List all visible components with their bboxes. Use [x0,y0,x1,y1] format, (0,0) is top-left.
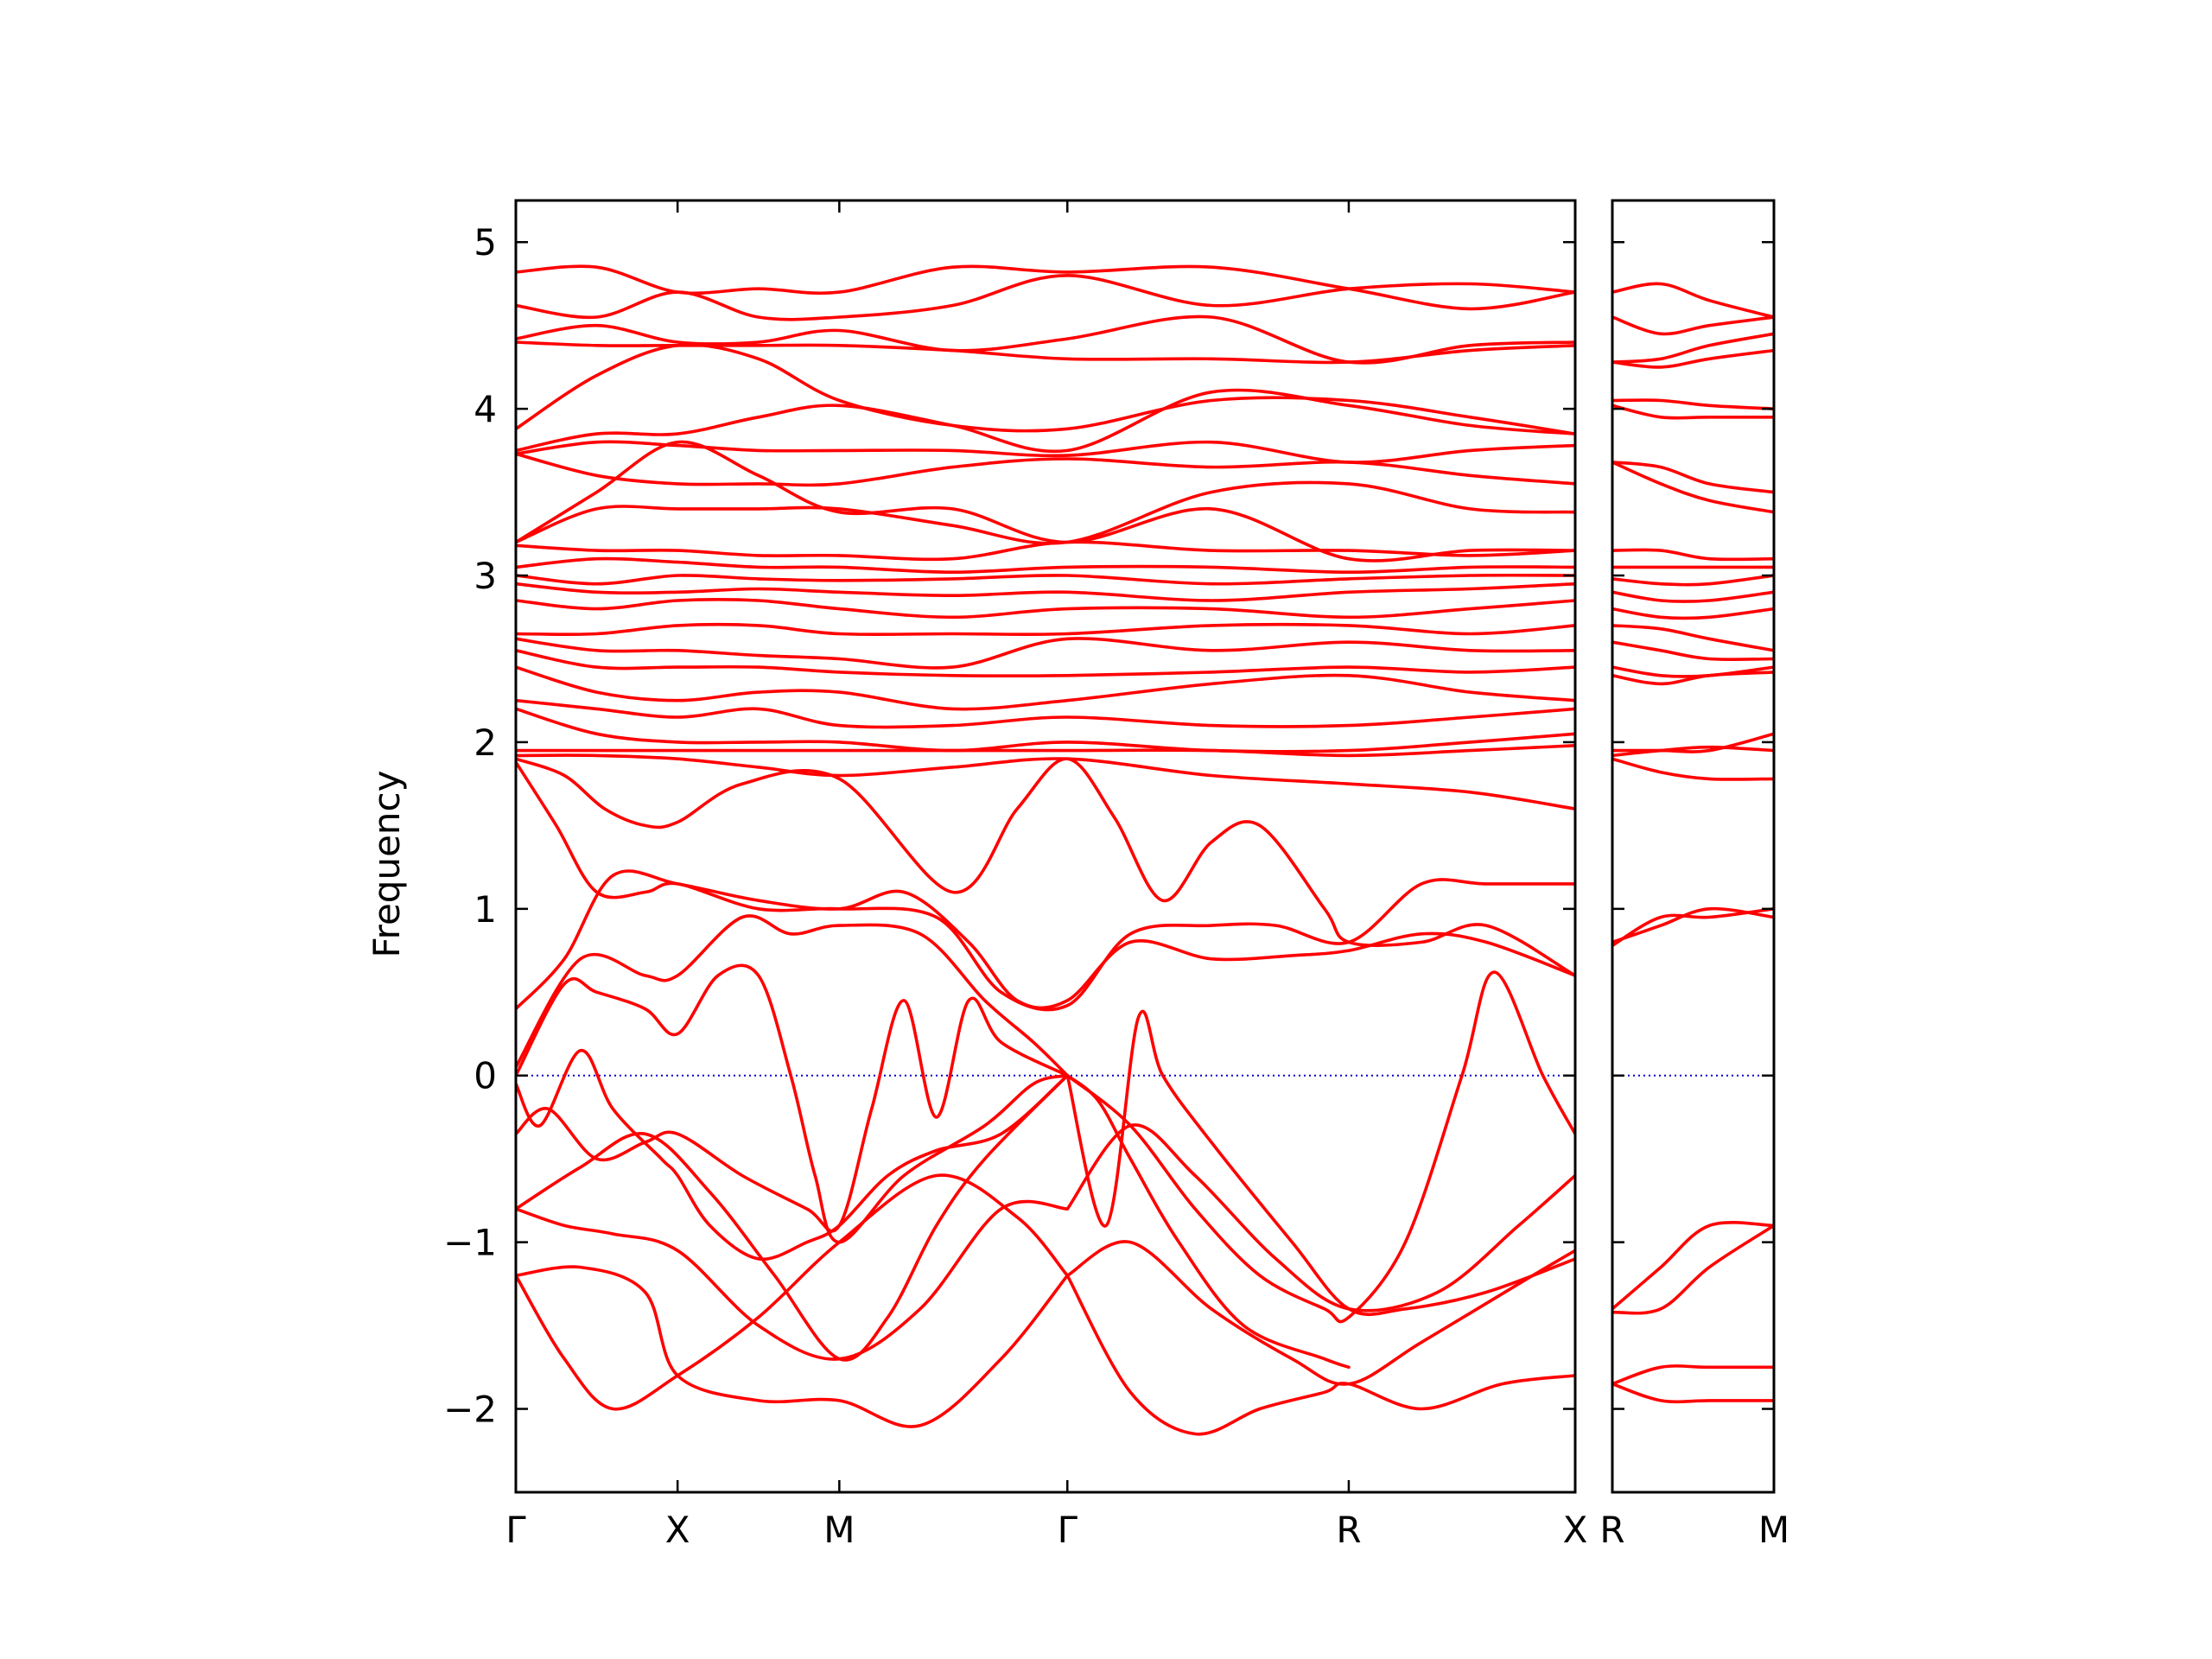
band-line-24 [516,760,1575,1012]
band-line-35 [1065,1240,1575,1386]
band-line-39 [1065,1073,1351,1370]
band-line-17 [516,649,1575,678]
band-line-7 [516,452,1575,487]
band-line-10 [1612,574,1774,587]
y-tick-label: 1 [474,888,497,931]
band-line-32 [516,1265,1070,1428]
x-tick-label: X [665,1509,690,1551]
band-line-14 [1612,640,1774,662]
band-line-1 [516,274,1575,321]
y-tick-label: 5 [474,221,497,264]
band-line-11 [516,556,1575,574]
band-line-8 [1612,548,1774,562]
band-line-0 [1612,282,1774,319]
band-line-4 [1612,398,1774,410]
band-line-10 [516,540,1575,562]
band-line-13 [516,582,1575,602]
band-line-37 [1065,970,1575,1324]
band-group [516,264,1575,1436]
y-tick-label: 4 [474,388,497,430]
band-line-25 [1612,1382,1774,1404]
band-line-13 [1612,624,1774,652]
band-line-21 [1612,907,1774,948]
y-tick-label: −1 [443,1222,497,1264]
band-line-17 [1612,732,1774,753]
band-line-30 [516,1073,1070,1362]
y-tick-label: 0 [474,1055,497,1097]
band-line-16 [516,637,1575,670]
band-group [1612,282,1774,1404]
band-line-28 [516,1049,1070,1262]
band-line-15 [1612,665,1774,678]
band-line-16 [1612,671,1774,686]
y-tick-label: 3 [474,555,497,597]
band-line-22 [1612,1221,1774,1311]
y-tick-label: −2 [443,1389,497,1431]
band-line-38 [1065,1009,1575,1317]
y-axis-label: Frequency [365,771,408,958]
band-line-29 [516,996,1070,1233]
band-line-5 [516,388,1575,454]
band-line-5 [1612,404,1774,420]
band-line-6 [1612,461,1774,494]
band-panel-main: −2 −1 0 1 2 3 4 5 Γ X M Γ R X [443,199,1588,1551]
band-line-36 [1065,1123,1575,1313]
band-line-14 [516,598,1575,620]
band-line-3 [1612,348,1774,369]
band-line-8 [516,480,1575,545]
band-line-6 [516,440,1575,464]
band-line-31 [516,1199,1070,1361]
band-line-20 [516,707,1575,753]
x-tick-label: M [1758,1509,1789,1551]
band-line-21 [516,744,1575,758]
band-line-18 [1612,745,1774,758]
band-line-12 [516,573,1575,586]
band-line-19 [516,698,1575,729]
band-line-18 [516,665,1575,711]
band-line-2 [1612,332,1774,364]
band-line-19 [1612,757,1774,781]
band-line-25 [516,869,1575,1011]
band-line-11 [1612,590,1774,603]
band-line-1 [1612,315,1774,336]
band-line-12 [1612,607,1774,620]
x-tick-label: M [823,1509,855,1551]
band-line-34 [1065,1274,1575,1436]
band-line-23 [516,757,1575,977]
band-line-9 [516,440,1575,563]
band-line-7 [1612,461,1774,514]
band-line-4 [516,343,1575,435]
plot-frame [1611,199,1776,1494]
x-tick-label: Γ [505,1509,526,1551]
x-tick-label: Γ [1058,1509,1078,1551]
x-tick-label: X [1563,1509,1588,1551]
band-line-15 [516,622,1575,637]
band-line-33 [516,1173,1070,1411]
band-line-23 [1612,1224,1774,1315]
band-line-27 [516,963,1070,1244]
x-tick-label: R [1336,1509,1361,1551]
x-tick-label: R [1599,1509,1624,1551]
band-line-24 [1612,1364,1774,1386]
band-line-26 [516,914,1070,1077]
band-line-0 [516,264,1575,311]
y-tick-label: 2 [474,721,497,764]
band-line-22 [516,753,1575,810]
plot-frame [514,199,1577,1494]
